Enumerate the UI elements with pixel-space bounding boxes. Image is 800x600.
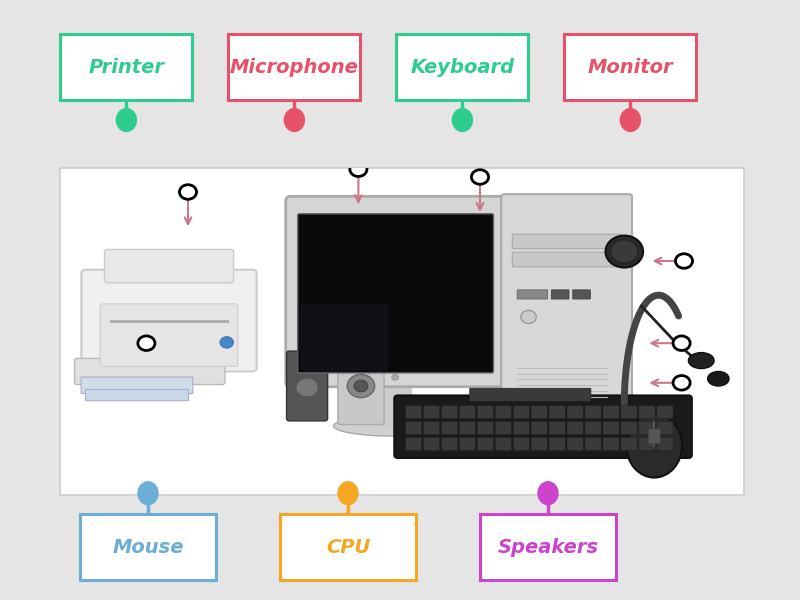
Text: CPU: CPU <box>326 538 370 557</box>
Ellipse shape <box>538 482 558 505</box>
Text: Keyboard: Keyboard <box>410 58 514 77</box>
FancyBboxPatch shape <box>80 514 216 580</box>
Ellipse shape <box>338 482 358 505</box>
Ellipse shape <box>117 109 136 131</box>
Ellipse shape <box>138 482 158 505</box>
Ellipse shape <box>285 109 304 131</box>
Ellipse shape <box>453 109 472 131</box>
Text: Printer: Printer <box>89 58 165 77</box>
Text: Speakers: Speakers <box>498 538 598 557</box>
FancyBboxPatch shape <box>280 514 416 580</box>
Text: Monitor: Monitor <box>587 58 674 77</box>
FancyBboxPatch shape <box>60 168 744 495</box>
Text: Mouse: Mouse <box>112 538 184 557</box>
FancyBboxPatch shape <box>229 34 361 100</box>
FancyBboxPatch shape <box>480 514 616 580</box>
FancyBboxPatch shape <box>61 34 193 100</box>
Ellipse shape <box>621 109 640 131</box>
FancyBboxPatch shape <box>565 34 697 100</box>
FancyBboxPatch shape <box>397 34 528 100</box>
Text: Microphone: Microphone <box>230 58 359 77</box>
